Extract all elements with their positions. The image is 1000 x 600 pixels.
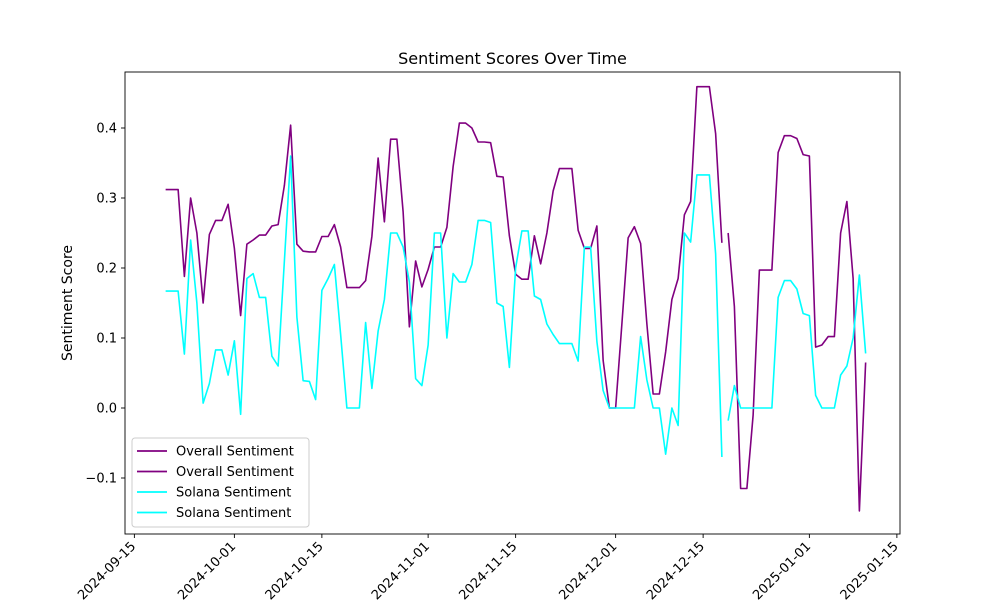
legend-label: Overall Sentiment	[176, 465, 294, 480]
legend-label: Overall Sentiment	[176, 445, 294, 460]
solana-sentiment-line-2	[165, 155, 723, 458]
plot-frame	[124, 71, 901, 535]
overall-sentiment-line-1	[727, 134, 867, 512]
y-tick-label: 0.3	[96, 192, 117, 207]
y-tick-label: 0.2	[96, 262, 117, 277]
legend-box	[131, 437, 310, 528]
series-layer	[165, 85, 867, 512]
chart-title: Sentiment Scores Over Time	[398, 49, 627, 68]
legend-label: Solana Sentiment	[176, 506, 291, 521]
y-axis-label: Sentiment Score	[60, 245, 76, 361]
solana-sentiment-line-3	[727, 274, 867, 421]
legend-label: Solana Sentiment	[176, 486, 291, 501]
y-tick-label: −0.1	[85, 472, 117, 487]
overall-sentiment-line-0	[165, 85, 723, 409]
y-tick-label: 0.0	[96, 402, 117, 417]
legend: Overall Sentiment Overall Sentiment Solana…	[131, 437, 310, 528]
y-tick-label: 0.4	[96, 122, 117, 137]
y-tick-label: 0.1	[96, 332, 117, 347]
